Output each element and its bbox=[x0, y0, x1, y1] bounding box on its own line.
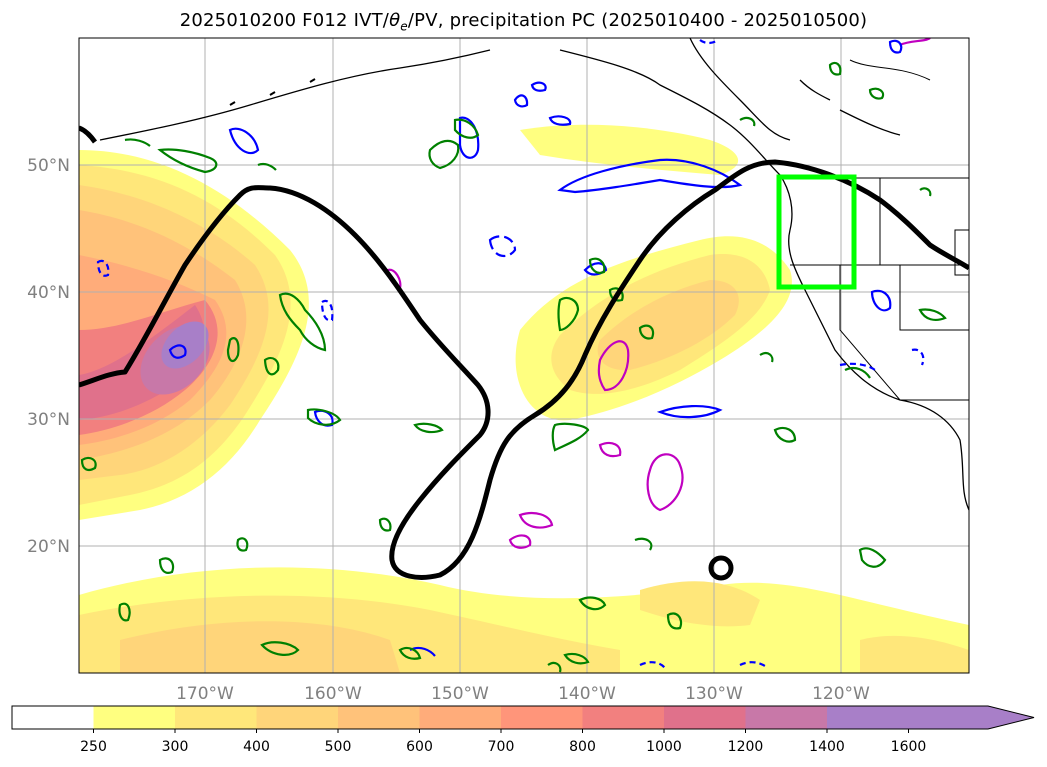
coastlines bbox=[99, 38, 969, 511]
ivt-contour-small-ring bbox=[708, 555, 734, 581]
lat-label-50n: 50°N bbox=[27, 156, 70, 176]
ivt-shading-east bbox=[515, 124, 792, 627]
colorbar-tick-1200: 1200 bbox=[728, 739, 764, 755]
colorbar-seg-8 bbox=[664, 706, 746, 729]
pv-contours-green bbox=[80, 61, 947, 673]
colorbar-seg-0 bbox=[12, 706, 94, 729]
map-title: 2025010200 F012 IVT/θe/PV, precipitation… bbox=[179, 10, 868, 34]
lon-label-140w: 140°W bbox=[558, 684, 616, 704]
colorbar-seg-10 bbox=[827, 706, 909, 729]
colorbar-seg-6 bbox=[501, 706, 583, 729]
colorbar-seg-1 bbox=[93, 706, 175, 729]
latitude-labels: 50°N 40°N 30°N 20°N bbox=[27, 156, 70, 557]
highlight-box bbox=[776, 174, 857, 290]
colorbar-tick-1000: 1000 bbox=[646, 739, 682, 755]
colorbar-seg-4 bbox=[338, 706, 420, 729]
ivt-contour-nw bbox=[79, 125, 98, 144]
lon-label-120w: 120°W bbox=[812, 684, 870, 704]
lon-label-150w: 150°W bbox=[431, 684, 489, 704]
colorbar-extend-arrow bbox=[908, 706, 1034, 729]
colorbar-seg-7 bbox=[582, 706, 664, 729]
colorbar-tick-250: 250 bbox=[80, 739, 107, 755]
ivt-shading-west bbox=[79, 150, 309, 520]
lat-label-40n: 40°N bbox=[27, 283, 70, 303]
longitude-labels: 170°W 160°W 150°W 140°W 130°W 120°W bbox=[176, 684, 870, 704]
lon-label-170w: 170°W bbox=[176, 684, 234, 704]
colorbar-tick-1600: 1600 bbox=[891, 739, 927, 755]
colorbar-seg-5 bbox=[419, 706, 501, 729]
colorbar-outline bbox=[11, 705, 1035, 730]
map-panel bbox=[79, 38, 969, 673]
lat-label-30n: 30°N bbox=[27, 410, 70, 430]
map-frame bbox=[78, 37, 970, 674]
lon-label-160w: 160°W bbox=[304, 684, 362, 704]
lat-label-20n: 20°N bbox=[27, 537, 70, 557]
colorbar-seg-9 bbox=[745, 706, 827, 729]
colorbar-tick-800: 800 bbox=[569, 739, 596, 755]
colorbar-tick-600: 600 bbox=[406, 739, 433, 755]
colorbar-tick-400: 400 bbox=[243, 739, 270, 755]
ivt-contour-main bbox=[79, 159, 969, 580]
colorbar-seg-3 bbox=[256, 706, 338, 729]
colorbar-seg-2 bbox=[175, 706, 257, 729]
colorbar-tick-500: 500 bbox=[325, 739, 352, 755]
lon-label-130w: 130°W bbox=[685, 684, 743, 704]
colorbar-tick-300: 300 bbox=[162, 739, 189, 755]
colorbar: 250 300 400 500 600 700 800 1000 1200 14… bbox=[11, 705, 1035, 755]
colorbar-tick-700: 700 bbox=[488, 739, 515, 755]
colorbar-tick-1400: 1400 bbox=[809, 739, 845, 755]
